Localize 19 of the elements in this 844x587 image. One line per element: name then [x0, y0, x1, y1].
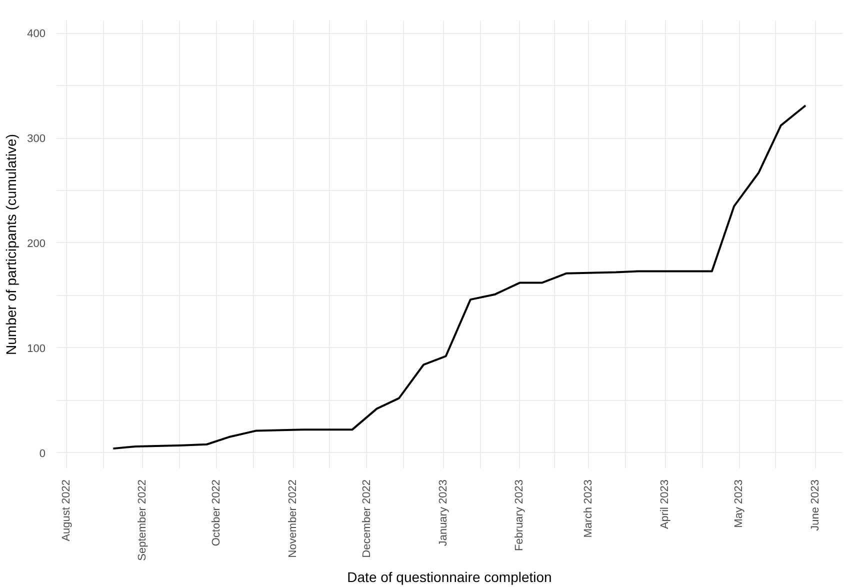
x-tick-label: December 2022: [360, 479, 373, 558]
y-tick-label: 200: [27, 238, 46, 250]
x-tick-label: April 2023: [659, 479, 672, 530]
x-tick-label: May 2023: [733, 479, 746, 528]
x-tick-label: September 2022: [136, 479, 149, 561]
x-tick-label: January 2023: [437, 479, 450, 546]
x-tick-label: June 2023: [809, 479, 822, 531]
y-tick-label: 300: [27, 133, 46, 146]
line-series: [112, 104, 807, 450]
x-axis-title: Date of questionnaire completion: [347, 568, 552, 585]
y-tick-label: 100: [27, 342, 46, 355]
x-tick-label: November 2022: [287, 479, 300, 558]
x-tick-label: October 2022: [210, 480, 223, 546]
y-tick-label: 400: [27, 28, 46, 40]
x-tick-label: August 2022: [60, 479, 72, 542]
y-axis-title: Number of participants (cumulative): [3, 134, 20, 355]
x-tick-label: February 2023: [514, 479, 526, 552]
x-tick-label: March 2023: [582, 479, 595, 538]
y-tick-label: 0: [39, 448, 46, 460]
